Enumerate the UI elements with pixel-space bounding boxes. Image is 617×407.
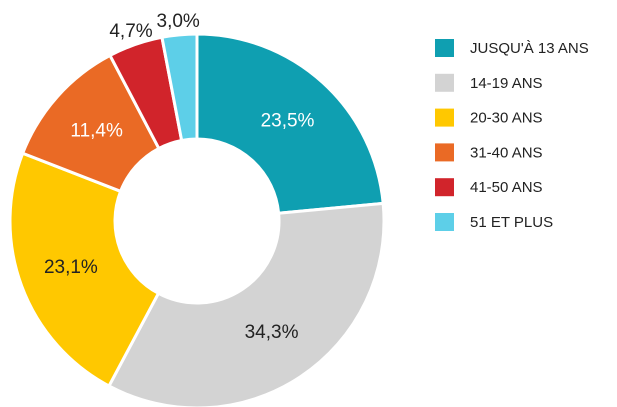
legend-label: JUSQU'À 13 ANS (470, 40, 589, 57)
legend-swatch (435, 213, 454, 231)
data-label: 4,7% (109, 21, 152, 42)
donut-slice (106, 201, 386, 407)
data-label: 23,5% (261, 111, 315, 132)
legend-swatch (435, 178, 454, 197)
donut-slice (8, 151, 161, 389)
legend-label: 14-19 ANS (470, 75, 543, 92)
data-label: 34,3% (245, 322, 299, 343)
data-label: 23,1% (44, 257, 98, 278)
legend-label: 20-30 ANS (470, 110, 543, 127)
donut-slice (160, 32, 199, 143)
legend-swatch (435, 143, 454, 162)
data-label: 3,0% (157, 11, 200, 32)
legend-label: 51 ET PLUS (470, 214, 553, 231)
legend-swatch (435, 108, 454, 127)
legend-swatch (435, 39, 454, 57)
donut-slice (195, 32, 385, 215)
data-label: 11,4% (70, 120, 123, 141)
legend-label: 41-50 ANS (470, 179, 543, 196)
legend-swatch (435, 73, 454, 92)
legend-label: 31-40 ANS (470, 144, 543, 161)
